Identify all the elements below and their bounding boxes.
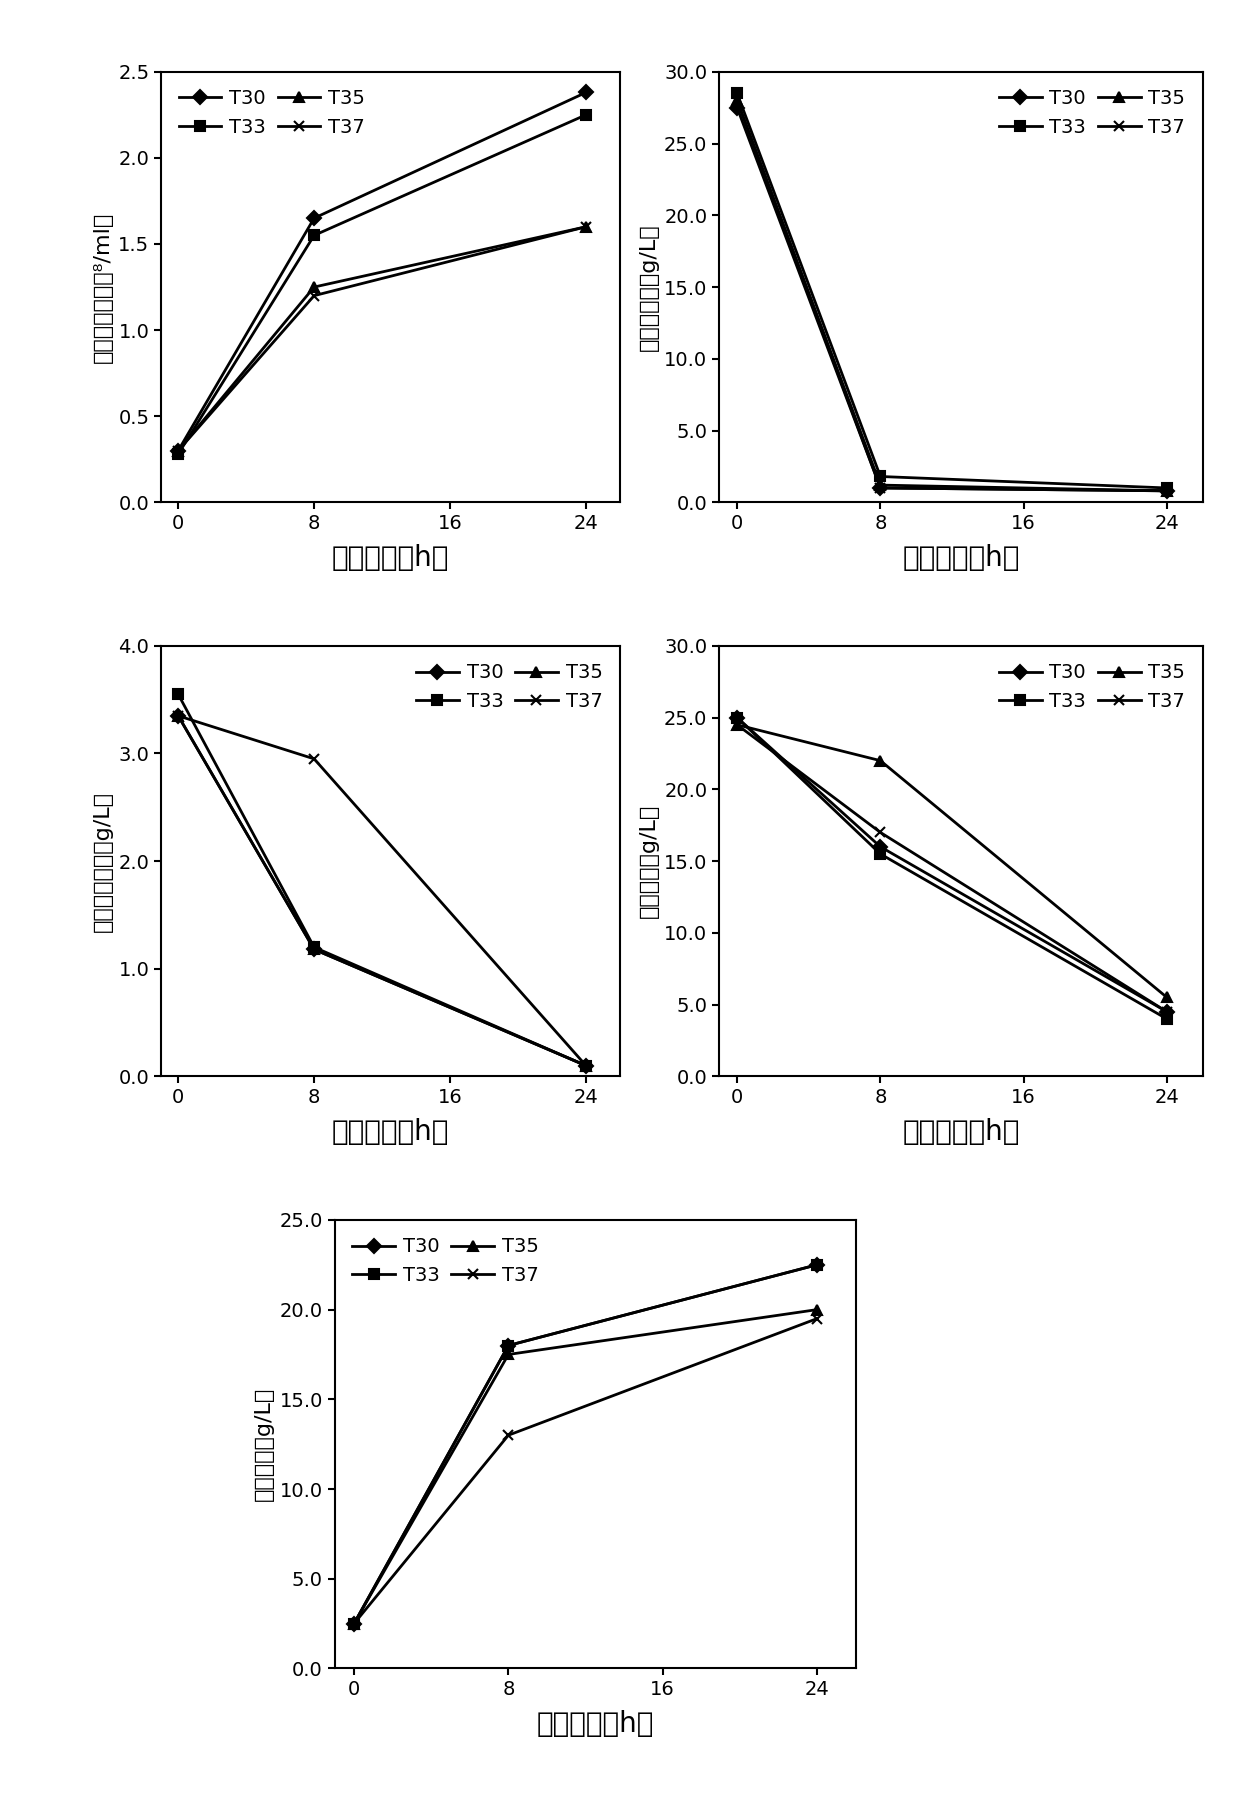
T37	[810, 1308, 825, 1329]
T35	[873, 750, 888, 771]
T37	[501, 1424, 516, 1446]
Line: T30: T30	[174, 710, 591, 1071]
T35	[1159, 481, 1174, 502]
Y-axis label: 木糖浓度（g/L）: 木糖浓度（g/L）	[639, 804, 658, 919]
Line: T33: T33	[174, 689, 591, 1071]
T30	[579, 1055, 594, 1076]
T33	[347, 1613, 362, 1634]
T30	[729, 97, 744, 118]
T37	[306, 285, 321, 307]
T33	[810, 1254, 825, 1276]
T35	[810, 1299, 825, 1320]
T33	[171, 443, 186, 465]
X-axis label: 发酵时间（h）: 发酵时间（h）	[903, 1118, 1019, 1146]
T37	[579, 1055, 594, 1076]
T37	[1159, 1001, 1174, 1023]
Legend: T30, T33, T35, T37: T30, T33, T35, T37	[991, 81, 1193, 145]
Line: T30: T30	[733, 712, 1172, 1017]
Line: T33: T33	[350, 1259, 822, 1629]
Legend: T30, T33, T35, T37: T30, T33, T35, T37	[991, 655, 1193, 719]
T30	[347, 1613, 362, 1634]
Line: T35: T35	[174, 222, 591, 456]
Line: T35: T35	[350, 1304, 822, 1629]
Y-axis label: 乙醇浓度（g/L）: 乙醇浓度（g/L）	[254, 1387, 274, 1502]
Line: T30: T30	[733, 102, 1172, 495]
Line: T33: T33	[174, 109, 591, 459]
T35	[579, 215, 594, 237]
T33	[729, 83, 744, 104]
T37	[171, 440, 186, 461]
Y-axis label: 葡萄糖浓度（g/L）: 葡萄糖浓度（g/L）	[639, 222, 658, 352]
Line: T37: T37	[174, 222, 591, 456]
Line: T30: T30	[174, 88, 591, 456]
T33	[171, 684, 186, 705]
X-axis label: 发酵时间（h）: 发酵时间（h）	[332, 1118, 449, 1146]
Line: T33: T33	[733, 88, 1172, 493]
Line: T37: T37	[733, 719, 1172, 1017]
T37	[873, 822, 888, 843]
Legend: T30, T33, T35, T37: T30, T33, T35, T37	[171, 81, 373, 145]
T33	[306, 936, 321, 958]
T35	[171, 440, 186, 461]
T33	[873, 466, 888, 488]
T35	[579, 1055, 594, 1076]
T33	[1159, 477, 1174, 499]
T33	[1159, 1008, 1174, 1030]
Legend: T30, T33, T35, T37: T30, T33, T35, T37	[408, 655, 610, 719]
T30	[501, 1335, 516, 1356]
T35	[873, 474, 888, 495]
Line: T37: T37	[733, 95, 1172, 495]
T37	[1159, 481, 1174, 502]
T30	[873, 836, 888, 858]
T35	[306, 276, 321, 298]
T33	[306, 224, 321, 246]
T35	[171, 705, 186, 727]
T35	[306, 938, 321, 960]
T35	[501, 1344, 516, 1365]
T37	[873, 477, 888, 499]
T37	[306, 748, 321, 770]
Line: T35: T35	[733, 95, 1172, 495]
T30	[306, 938, 321, 960]
T35	[729, 90, 744, 111]
Legend: T30, T33, T35, T37: T30, T33, T35, T37	[345, 1229, 547, 1293]
Line: T37: T37	[350, 1313, 822, 1629]
Y-axis label: 纤维二糖浓度（g/L）: 纤维二糖浓度（g/L）	[93, 791, 113, 931]
T37	[729, 714, 744, 736]
T30	[171, 440, 186, 461]
T33	[729, 707, 744, 728]
Line: T35: T35	[174, 710, 591, 1071]
T30	[810, 1254, 825, 1276]
Line: T33: T33	[733, 712, 1172, 1024]
T37	[579, 215, 594, 237]
T30	[171, 705, 186, 727]
Line: T35: T35	[733, 719, 1172, 1003]
T37	[729, 90, 744, 111]
T33	[873, 843, 888, 865]
Y-axis label: 细胞浓度（１０⁸/ml）: 细胞浓度（１０⁸/ml）	[93, 212, 113, 362]
T30	[579, 83, 594, 104]
T35	[347, 1613, 362, 1634]
T35	[729, 714, 744, 736]
Line: T30: T30	[350, 1259, 822, 1629]
T33	[501, 1335, 516, 1356]
X-axis label: 发酵时间（h）: 发酵时间（h）	[537, 1710, 653, 1738]
Line: T37: T37	[174, 710, 591, 1071]
T37	[347, 1613, 362, 1634]
T30	[873, 477, 888, 499]
X-axis label: 发酵时间（h）: 发酵时间（h）	[903, 544, 1019, 572]
T33	[579, 104, 594, 126]
X-axis label: 发酵时间（h）: 发酵时间（h）	[332, 544, 449, 572]
T30	[729, 707, 744, 728]
T30	[1159, 481, 1174, 502]
T30	[1159, 1001, 1174, 1023]
T37	[171, 705, 186, 727]
T35	[1159, 987, 1174, 1008]
T33	[579, 1055, 594, 1076]
T30	[306, 208, 321, 230]
